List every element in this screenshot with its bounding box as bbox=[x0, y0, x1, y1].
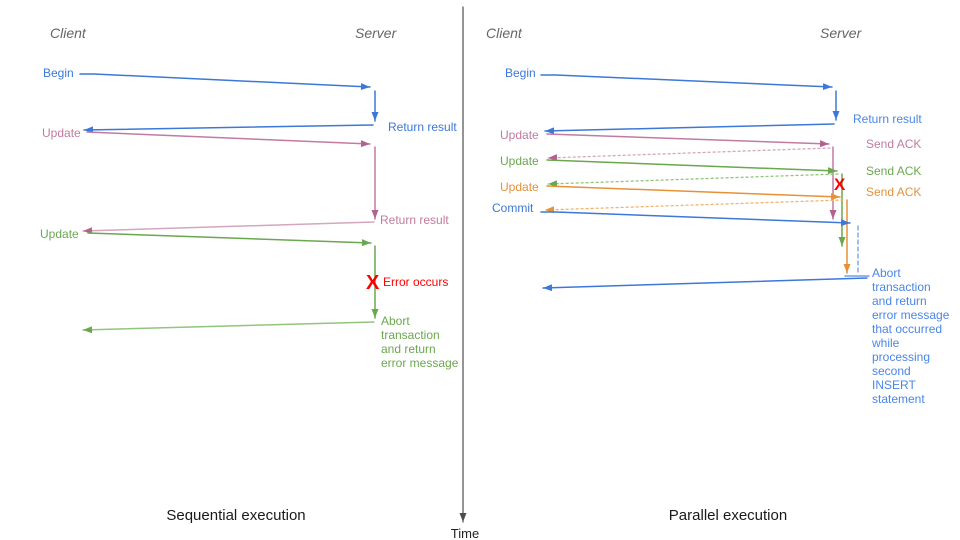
left-abort-return-arrow bbox=[82, 321, 375, 334]
right-send-ack-3-label: Send ACK bbox=[866, 185, 921, 199]
right-update-3-request-arrow bbox=[546, 185, 841, 201]
left-abort-text-line: Abort bbox=[381, 314, 410, 328]
right-server-label: Server bbox=[820, 25, 863, 41]
right-abort-text-line: processing bbox=[872, 350, 930, 364]
right-update-2-request-arrow bbox=[546, 159, 838, 175]
right-client-label: Client bbox=[486, 25, 523, 41]
right-send-ack-2-label: Send ACK bbox=[866, 164, 921, 178]
right-send-ack-3-arrow bbox=[544, 199, 844, 214]
right-abort-text-line: INSERT bbox=[872, 378, 916, 392]
left-begin-request-arrow bbox=[79, 73, 371, 91]
right-begin-request-arrow bbox=[540, 74, 833, 91]
left-begin-label: Begin bbox=[43, 66, 74, 80]
right-send-ack-1-label: Send ACK bbox=[866, 137, 921, 151]
left-return-result-2-label: Return result bbox=[380, 213, 449, 227]
right-update-2-label: Update bbox=[500, 154, 539, 168]
right-abort-text-line: error message bbox=[872, 308, 950, 322]
right-caption: Parallel execution bbox=[669, 507, 787, 524]
left-client-label: Client bbox=[50, 25, 87, 41]
left-error-x-icon: X bbox=[366, 272, 380, 294]
time-axis-label: Time bbox=[451, 526, 479, 540]
left-update-2-request-arrow bbox=[87, 232, 372, 247]
right-send-ack-1-arrow bbox=[547, 147, 831, 162]
right-abort-return-arrow bbox=[542, 277, 868, 292]
left-server-label: Server bbox=[355, 25, 398, 41]
left-return-result-1-label: Return result bbox=[388, 120, 457, 134]
right-abort-text-line: while bbox=[871, 336, 900, 350]
right-return-result-label: Return result bbox=[853, 112, 922, 126]
right-update-1-label: Update bbox=[500, 128, 539, 142]
right-send-ack-2-arrow bbox=[547, 173, 839, 188]
left-abort-text-line: error message bbox=[381, 356, 459, 370]
right-begin-label: Begin bbox=[505, 66, 536, 80]
right-abort-text-line: that occurred bbox=[872, 322, 942, 336]
right-return-result-arrow bbox=[544, 123, 835, 135]
right-abort-text-line: Abort bbox=[872, 266, 901, 280]
left-update-2-label: Update bbox=[40, 227, 79, 241]
left-update-1-label: Update bbox=[42, 126, 81, 140]
left-abort-text-line: and return bbox=[381, 342, 436, 356]
left-update-1-request-arrow bbox=[86, 131, 371, 148]
right-commit-label: Commit bbox=[492, 201, 534, 215]
left-caption: Sequential execution bbox=[166, 507, 305, 524]
right-abort-text-line: statement bbox=[872, 392, 925, 406]
sequential-diagram: Client Server Begin Return result Update… bbox=[40, 25, 459, 524]
time-axis: Time bbox=[451, 6, 479, 540]
parallel-diagram: Client Server Begin Return result Update… bbox=[486, 25, 950, 524]
left-return-result-1-arrow bbox=[83, 124, 374, 134]
left-return-result-2-arrow bbox=[82, 221, 375, 235]
right-error-x-icon: X bbox=[834, 175, 846, 194]
right-abort-text-line: transaction bbox=[872, 280, 931, 294]
left-error-occurs-label: Error occurs bbox=[383, 275, 448, 289]
left-abort-text-line: transaction bbox=[381, 328, 440, 342]
right-abort-text-line: and return bbox=[872, 294, 927, 308]
right-abort-text-line: second bbox=[872, 364, 911, 378]
right-commit-request-arrow bbox=[540, 211, 851, 227]
right-update-3-label: Update bbox=[500, 180, 539, 194]
right-update-1-request-arrow bbox=[546, 133, 830, 148]
